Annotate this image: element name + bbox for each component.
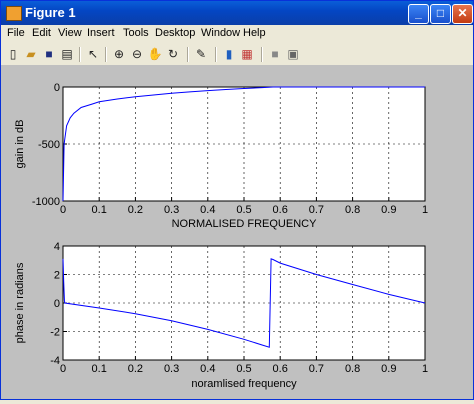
legend-icon[interactable]: ▦ <box>241 47 253 61</box>
new-file-icon[interactable]: ▯ <box>9 47 17 61</box>
pan-icon[interactable]: ✋ <box>147 47 163 61</box>
phase-grid <box>63 246 425 360</box>
x-tick-label: 0.7 <box>309 363 324 375</box>
gain-y-label: gain in dB <box>14 120 26 169</box>
x-tick-label: 1 <box>422 363 428 375</box>
gain-series-line <box>62 86 425 202</box>
x-tick-label: 0.6 <box>273 204 288 216</box>
gain-grid <box>63 87 425 201</box>
y-tick-label: 0 <box>54 298 60 310</box>
y-tick-label: 4 <box>54 241 60 253</box>
figure-plots: 0 0.1 0.2 0.3 0.4 0.5 0.6 0.7 0.8 0.9 1 0 -500 -1000… <box>14 82 428 390</box>
menu-desktop[interactable]: Desktop <box>155 27 196 39</box>
gain-axes[interactable]: 0 0.1 0.2 0.3 0.4 0.5 0.6 0.7 0.8 0.9 1 0 -500 -1000… <box>14 82 428 230</box>
phase-x-label: noramlised frequency <box>191 378 297 390</box>
x-tick-label: 0.2 <box>128 363 143 375</box>
y-tick-label: 0 <box>54 82 60 94</box>
data-cursor-icon[interactable]: ✎ <box>195 47 207 61</box>
rotate-icon[interactable]: ↻ <box>167 47 179 61</box>
gain-x-label: NORMALISED FREQUENCY <box>172 218 318 230</box>
toolbar-separator <box>79 47 81 62</box>
y-tick-label: -1000 <box>32 196 60 208</box>
x-tick-label: 0.6 <box>273 363 288 375</box>
maximize-button[interactable]: □ <box>430 4 451 24</box>
y-tick-label: -2 <box>50 327 60 339</box>
figure-toolbar: ▯ ▰ ■ ▤ ↖ ⊕ ⊖ ✋ ↻ ✎ ▮ ▦ ■ ▣ <box>1 43 473 66</box>
zoom-in-icon[interactable]: ⊕ <box>113 47 125 61</box>
menu-file[interactable]: File <box>7 27 25 39</box>
gain-x-ticks: 0 0.1 0.2 0.3 0.4 0.5 0.6 0.7 0.8 0.9 1 <box>60 197 428 216</box>
menu-insert[interactable]: Insert <box>87 27 115 39</box>
gain-y-ticks: 0 -500 -1000 <box>32 82 67 208</box>
phase-series-line <box>62 258 426 348</box>
menu-view[interactable]: View <box>58 27 82 39</box>
x-tick-label: 0.8 <box>345 204 360 216</box>
y-tick-label: 2 <box>54 270 60 282</box>
figure-canvas: 0 0.1 0.2 0.3 0.4 0.5 0.6 0.7 0.8 0.9 1 0 -500 -1000… <box>1 65 473 399</box>
x-tick-label: 0.4 <box>200 363 215 375</box>
menu-window[interactable]: Window <box>201 27 241 39</box>
toolbar-separator <box>215 47 217 62</box>
x-tick-label: 0.2 <box>128 204 143 216</box>
x-tick-label: 0.8 <box>345 363 360 375</box>
phase-x-ticks: 0 0.1 0.2 0.3 0.4 0.5 0.6 0.7 0.8 0.9 1 <box>60 356 428 375</box>
menu-tools[interactable]: Tools <box>123 27 149 39</box>
x-tick-label: 0.7 <box>309 204 324 216</box>
minimize-button[interactable]: _ <box>408 4 429 24</box>
x-tick-label: 0.5 <box>236 363 251 375</box>
title-bar[interactable]: Figure 1 _ □ ✕ <box>1 1 473 25</box>
x-tick-label: 0.3 <box>164 204 179 216</box>
x-tick-label: 0 <box>60 204 66 216</box>
window-title: Figure 1 <box>25 5 76 20</box>
y-tick-label: -4 <box>50 355 60 367</box>
menu-edit[interactable]: Edit <box>32 27 51 39</box>
menu-help[interactable]: Help <box>243 27 266 39</box>
open-folder-icon[interactable]: ▰ <box>26 47 36 61</box>
matlab-figure-icon <box>6 6 22 21</box>
colorbar-icon[interactable]: ▮ <box>225 47 233 61</box>
select-arrow-icon[interactable]: ↖ <box>87 47 99 61</box>
y-tick-label: -500 <box>38 139 60 151</box>
x-tick-label: 0.9 <box>381 363 396 375</box>
toolbar-separator <box>187 47 189 62</box>
x-tick-label: 0.5 <box>236 204 251 216</box>
x-tick-label: 0.1 <box>92 363 107 375</box>
close-button[interactable]: ✕ <box>452 4 473 24</box>
x-tick-label: 0.4 <box>200 204 215 216</box>
x-tick-label: 1 <box>422 204 428 216</box>
x-tick-label: 0.9 <box>381 204 396 216</box>
menu-bar: File Edit View Insert Tools Desktop Wind… <box>1 25 473 43</box>
x-tick-label: 0.3 <box>164 363 179 375</box>
toolbar-separator <box>105 47 107 62</box>
zoom-out-icon[interactable]: ⊖ <box>131 47 143 61</box>
save-icon[interactable]: ■ <box>45 47 53 61</box>
hide-plot-tools-icon[interactable]: ■ <box>271 47 279 61</box>
toolbar-separator <box>261 47 263 62</box>
x-tick-label: 0.1 <box>92 204 107 216</box>
show-plot-tools-icon[interactable]: ▣ <box>287 47 299 61</box>
phase-y-label: phase in radians <box>14 262 26 343</box>
x-tick-label: 0 <box>60 363 66 375</box>
phase-axes[interactable]: 0 0.1 0.2 0.3 0.4 0.5 0.6 0.7 0.8 0.9 1 4 2 0 -2 -4 no… <box>14 241 428 390</box>
print-icon[interactable]: ▤ <box>61 47 73 61</box>
